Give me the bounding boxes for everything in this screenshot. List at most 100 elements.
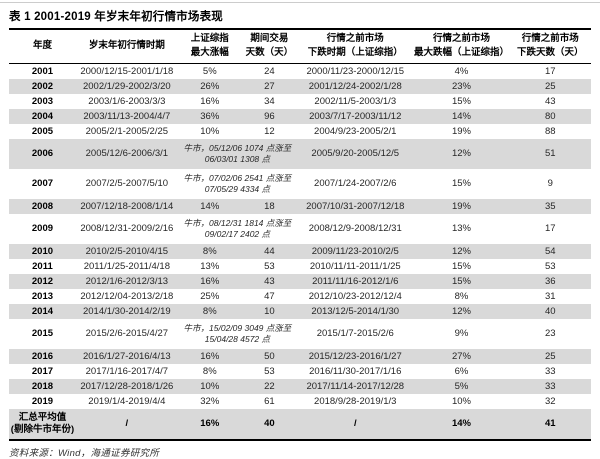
table-cell: 2008/12/9-2008/12/31 bbox=[308, 223, 402, 234]
table-cell: 10% bbox=[451, 395, 471, 407]
table-cell: 50 bbox=[264, 350, 275, 362]
table-cell: 14% bbox=[451, 110, 471, 122]
table-cell: 2009 bbox=[31, 223, 54, 234]
table-row-2006: 2006 2005/12/6-2006/3/1 牛市，05/12/06 1074 点… bbox=[9, 138, 591, 169]
table-cell: / bbox=[125, 418, 129, 429]
table-cell: 18 bbox=[264, 200, 275, 212]
table-cell: 8% bbox=[202, 245, 217, 257]
column-header-3: 期间交易 天数（天） bbox=[241, 30, 298, 64]
table-cell: 15% bbox=[451, 95, 471, 107]
table-cell: 22 bbox=[264, 380, 275, 392]
table-cell: 27% bbox=[451, 350, 471, 362]
table-cell: 26% bbox=[200, 80, 220, 92]
table-cell: 2014/1/30-2014/2/19 bbox=[82, 305, 171, 317]
table-cell: 10 bbox=[264, 305, 275, 317]
table-cell: 9% bbox=[454, 328, 469, 339]
table-cell: 5% bbox=[202, 65, 217, 77]
table-cell: 31 bbox=[544, 290, 556, 302]
table-row-2018: 2018 2017/12/28-2018/1/26 10% 22 2017/11/14-… bbox=[9, 378, 591, 394]
table-cell: 8% bbox=[202, 305, 217, 317]
table-cell: 14% bbox=[451, 418, 471, 429]
table-row-2009: 2009 2008/12/31-2009/2/16 牛市，08/12/31 1814… bbox=[9, 214, 591, 244]
table-row-2010: 2010 2010/2/5-2010/4/15 8% 44 2009/11/23-201… bbox=[9, 243, 591, 259]
table-cell: 17 bbox=[544, 65, 556, 77]
table-cell: 9 bbox=[547, 178, 553, 189]
table-cell: 12 bbox=[264, 125, 275, 137]
table-cell: 2017 bbox=[31, 365, 54, 377]
table-cell: 2005 bbox=[31, 125, 54, 137]
table-cell: 13% bbox=[451, 223, 471, 234]
table-cell: 2004/9/23-2005/2/1 bbox=[314, 125, 397, 137]
table-row-2014: 2014 2014/1/30-2014/2/19 8% 10 2013/12/5-201… bbox=[9, 303, 591, 319]
table-cell: 2016/11/30-2017/1/16 bbox=[309, 365, 402, 377]
table-cell: 2002/1/29-2002/3/20 bbox=[82, 80, 171, 92]
table-cell: 24 bbox=[264, 65, 275, 77]
table-row-2011: 2011 2011/1/25-2011/4/18 13% 53 2010/11/11-2… bbox=[9, 259, 591, 274]
table-cell: 8% bbox=[454, 290, 469, 302]
table-cell: 16% bbox=[200, 418, 220, 429]
table-cell: 35 bbox=[544, 200, 556, 212]
table-cell: 2008/12/31-2009/2/16 bbox=[80, 223, 174, 234]
table-cell: 牛市，05/12/06 1074 点涨至 06/03/01 1308 点 bbox=[183, 142, 292, 164]
table-cell: 43 bbox=[544, 95, 556, 107]
table-cell: 43 bbox=[264, 275, 275, 287]
table-cell: 15% bbox=[451, 275, 471, 287]
table-cell: 2010/2/5-2010/4/15 bbox=[85, 245, 169, 257]
table-cell: 5% bbox=[454, 380, 469, 392]
table-cell: 8% bbox=[202, 365, 217, 377]
table-cell: 10% bbox=[200, 380, 220, 392]
table-cell: / bbox=[353, 418, 357, 429]
table-cell: 16% bbox=[200, 95, 220, 107]
table-cell: 19% bbox=[451, 200, 471, 212]
table-row-2001: 2001 2000/12/15-2001/1/18 5% 24 2000/11/23-2… bbox=[9, 64, 591, 79]
table-cell: 53 bbox=[264, 260, 275, 272]
table-cell: 2003 bbox=[31, 95, 54, 107]
table-row-2013: 2013 2012/12/04-2013/2/18 25% 47 2012/10/23-… bbox=[9, 289, 591, 304]
table-row-2017: 2017 2017/1/16-2017/4/7 8% 53 2016/11/30-201… bbox=[9, 364, 591, 379]
table-cell: 2016 bbox=[31, 350, 54, 362]
table-cell: 2017/12/28-2018/1/26 bbox=[80, 380, 174, 392]
table-cell: 13% bbox=[200, 260, 220, 272]
table-cell: 40 bbox=[544, 305, 556, 317]
table-cell: 2005/2/1-2005/2/25 bbox=[85, 125, 169, 137]
table-cell: 2003/7/17-2003/11/12 bbox=[309, 110, 402, 122]
column-header-2: 上证综指 最大涨幅 bbox=[177, 30, 242, 64]
header-row: 年度 岁末年初行情时期 上证综指 最大涨幅 期间交易 天数（天） 行情之前市场 下跌时期（上证… bbox=[9, 30, 591, 64]
table-cell: 32% bbox=[200, 395, 220, 407]
table-cell: 2001 bbox=[31, 65, 54, 77]
table-cell: 2007/1/24-2007/2/6 bbox=[314, 178, 397, 189]
table-cell: 2018/9/28-2019/1/3 bbox=[314, 395, 397, 407]
table-cell: 34 bbox=[264, 95, 275, 107]
table-cell: 2013/12/5-2014/1/30 bbox=[311, 305, 400, 317]
table-cell: 44 bbox=[264, 245, 275, 257]
table-cell: 15% bbox=[451, 260, 471, 272]
table-cell: 汇总平均值 (剔除牛市年份) bbox=[10, 411, 75, 435]
table-cell: 2004 bbox=[31, 110, 54, 122]
top-divider bbox=[0, 2, 600, 3]
table-cell: 2005/12/6-2006/3/1 bbox=[85, 148, 169, 159]
table-cell: 牛市，15/02/09 3049 点涨至 15/04/28 4572 点 bbox=[183, 322, 292, 344]
table-cell: 51 bbox=[544, 148, 556, 159]
table-cell: 54 bbox=[544, 245, 556, 257]
table-cell: 2012/10/23-2012/12/4 bbox=[308, 290, 402, 302]
table-header: 年度 岁末年初行情时期 上证综指 最大涨幅 期间交易 天数（天） 行情之前市场 下跌时期（上证… bbox=[9, 30, 591, 64]
table-cell: 47 bbox=[264, 290, 275, 302]
table-cell: 16% bbox=[200, 350, 220, 362]
table-cell: 牛市，07/02/06 2541 点涨至 07/05/29 4334 点 bbox=[183, 172, 292, 194]
table-cell: 27 bbox=[264, 80, 275, 92]
table-cell: 2015 bbox=[31, 328, 54, 339]
table-cell: 2019 bbox=[31, 395, 54, 407]
table-cell: 61 bbox=[264, 395, 275, 407]
table-cell: 2007/10/31-2007/12/18 bbox=[306, 200, 405, 212]
table-title: 表 1 2001-2019 年岁末年初行情市场表现 bbox=[9, 11, 223, 23]
table-cell: 25 bbox=[544, 350, 556, 362]
table-row-2004: 2004 2003/11/13-2004/4/7 36% 96 2003/7/17-20… bbox=[9, 108, 591, 124]
table-cell: 2016/1/27-2016/4/13 bbox=[82, 350, 171, 362]
table-cell: 2018 bbox=[31, 380, 54, 392]
table-cell: 2007/12/18-2008/1/14 bbox=[80, 200, 174, 212]
table-cell: 88 bbox=[544, 125, 556, 137]
table-cell: 2015/12/23-2016/1/27 bbox=[308, 350, 402, 362]
table-row-2005: 2005 2005/2/1-2005/2/25 10% 12 2004/9/23-200… bbox=[9, 124, 591, 139]
table-cell: 12% bbox=[451, 245, 471, 257]
